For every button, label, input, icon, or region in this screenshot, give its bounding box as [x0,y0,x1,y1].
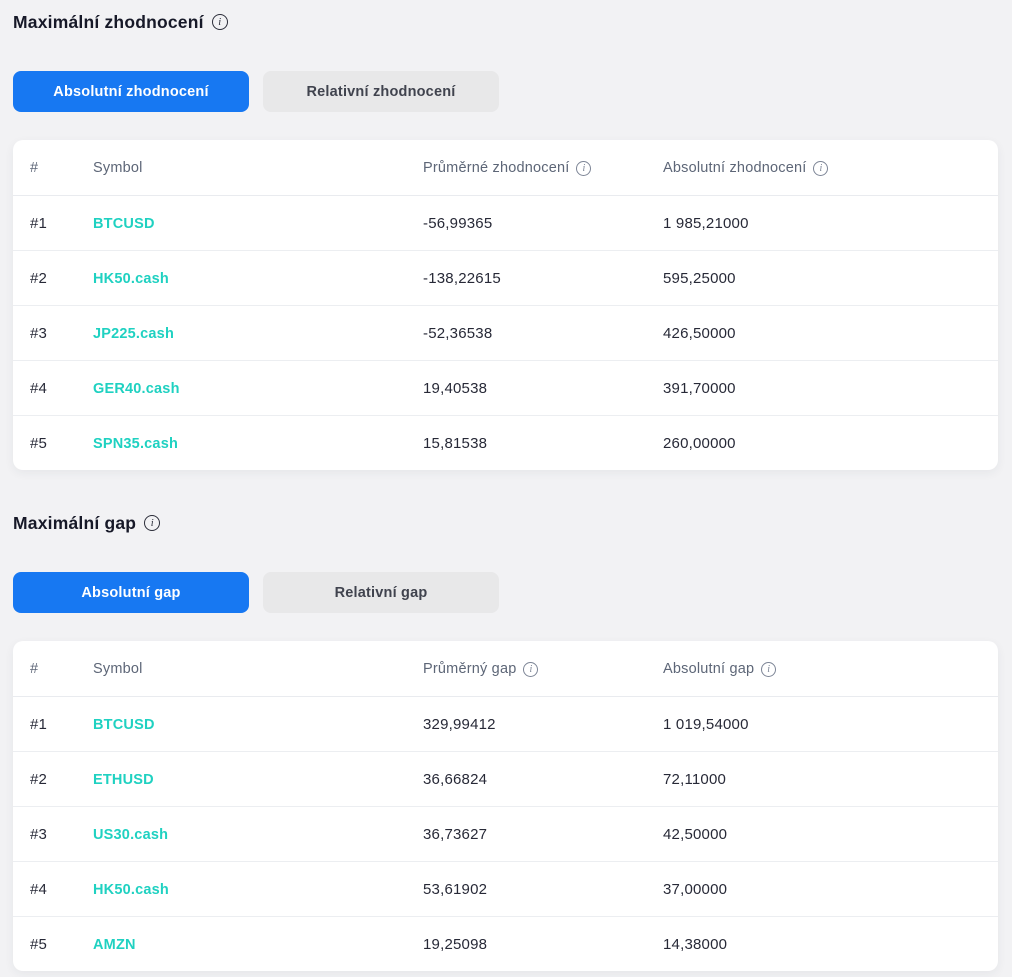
relative-gap-toggle-button[interactable]: Relativní gap [263,572,499,613]
col-header-abs: Absolutní gap i [663,641,998,697]
avg-value-cell: 19,25098 [423,935,488,953]
rank-cell: #5 [30,935,48,953]
symbol-link[interactable]: ETHUSD [93,771,154,788]
table-row: #5 AMZN 19,25098 14,38000 [13,917,998,972]
avg-value-cell: -52,36538 [423,305,663,361]
symbol-link[interactable]: BTCUSD [93,215,155,232]
avg-value-cell: 19,40538 [423,360,663,416]
col-header-symbol: Symbol [93,641,423,697]
col-header-rank: # [13,641,93,697]
symbol-link[interactable]: JP225.cash [93,325,175,342]
table-header-row: # Symbol Průměrný gap i Absolutní gap i [13,641,998,697]
symbol-cell: HK50.cash [93,861,423,917]
rank-cell: #2 [13,751,93,807]
abs-value-cell: 72,11000 [663,751,998,807]
col-header-abs-label: Absolutní gap [663,661,755,677]
col-header-abs: Absolutní zhodnocení i [663,140,998,196]
rank-cell: #5 [30,434,48,452]
info-icon[interactable]: i [761,661,777,677]
gap-table: # Symbol Průměrný gap i Absolutní gap i [13,641,998,971]
symbol-cell: BTCUSD [93,696,423,752]
col-header-rank: # [13,140,93,196]
avg-value-cell: 36,66824 [423,751,663,807]
col-header-abs-label: Absolutní zhodnocení [663,160,807,176]
toggle-row: Absolutní gap Relativní gap [13,572,998,613]
symbol-link[interactable]: BTCUSD [93,716,155,733]
table-row: #1 BTCUSD -56,99365 1 985,21000 [13,195,998,251]
rank-cell: #1 [13,195,93,251]
symbol-link[interactable]: AMZN [93,936,136,953]
avg-value-cell: -56,99365 [423,195,663,251]
abs-value-cell: 37,00000 [663,861,998,917]
avg-value-cell: 36,73627 [423,806,663,862]
symbol-cell: AMZN [93,917,423,972]
section-title-row: Maximální zhodnocení i [13,10,998,34]
info-icon[interactable]: i [144,515,161,531]
abs-value-cell: 42,50000 [663,806,998,862]
symbol-link[interactable]: SPN35.cash [93,435,179,452]
avg-value-cell: 53,61902 [423,861,663,917]
table-row: #4 GER40.cash 19,40538 391,70000 [13,360,998,416]
info-icon[interactable]: i [576,160,592,176]
table-row: #3 US30.cash 36,73627 42,50000 [13,806,998,862]
section-title-row: Maximální gap i [13,511,998,535]
avg-value-cell: 329,99412 [423,696,663,752]
col-header-symbol: Symbol [93,140,423,196]
symbol-link[interactable]: HK50.cash [93,881,169,898]
table-row: #2 ETHUSD 36,66824 72,11000 [13,751,998,807]
symbol-cell: JP225.cash [93,305,423,361]
abs-value-cell: 391,70000 [663,360,998,416]
col-header-avg-label: Průměrný gap [423,661,517,677]
zhodnoceni-table-card: # Symbol Průměrné zhodnocení i Absolutní… [13,140,998,470]
absolute-zhodnoceni-toggle-button[interactable]: Absolutní zhodnocení [13,71,249,112]
table-row: #5 SPN35.cash 15,81538 260,00000 [13,416,998,471]
gap-table-card: # Symbol Průměrný gap i Absolutní gap i [13,641,998,971]
info-icon[interactable]: i [211,14,228,30]
info-icon[interactable]: i [523,661,539,677]
col-header-avg: Průměrné zhodnocení i [423,140,663,196]
toggle-row: Absolutní zhodnocení Relativní zhodnocen… [13,71,998,112]
abs-value-cell: 14,38000 [663,935,728,953]
col-header-avg: Průměrný gap i [423,641,663,697]
avg-value-cell: 15,81538 [423,434,488,452]
section-title: Maximální gap [13,512,137,533]
symbol-cell: BTCUSD [93,195,423,251]
avg-value-cell: -138,22615 [423,250,663,306]
symbol-cell: SPN35.cash [93,416,423,471]
rank-cell: #4 [13,360,93,416]
abs-value-cell: 595,25000 [663,250,998,306]
rank-cell: #3 [13,806,93,862]
section-max-zhodnoceni: Maximální zhodnocení i Absolutní zhodnoc… [13,10,998,470]
table-header-row: # Symbol Průměrné zhodnocení i Absolutní… [13,140,998,196]
symbol-link[interactable]: US30.cash [93,826,169,843]
symbol-link[interactable]: GER40.cash [93,380,180,397]
rank-cell: #4 [13,861,93,917]
rank-cell: #3 [13,305,93,361]
abs-value-cell: 426,50000 [663,305,998,361]
table-row: #4 HK50.cash 53,61902 37,00000 [13,861,998,917]
symbol-cell: GER40.cash [93,360,423,416]
symbol-cell: US30.cash [93,806,423,862]
abs-value-cell: 1 985,21000 [663,195,998,251]
rank-cell: #2 [13,250,93,306]
section-title: Maximální zhodnocení [13,11,204,32]
rank-cell: #1 [13,696,93,752]
absolute-gap-toggle-button[interactable]: Absolutní gap [13,572,249,613]
abs-value-cell: 260,00000 [663,434,736,452]
table-row: #2 HK50.cash -138,22615 595,25000 [13,250,998,306]
info-icon[interactable]: i [813,160,829,176]
abs-value-cell: 1 019,54000 [663,696,998,752]
symbol-link[interactable]: HK50.cash [93,270,169,287]
relative-zhodnoceni-toggle-button[interactable]: Relativní zhodnocení [263,71,499,112]
table-row: #1 BTCUSD 329,99412 1 019,54000 [13,696,998,752]
col-header-avg-label: Průměrné zhodnocení [423,160,570,176]
table-row: #3 JP225.cash -52,36538 426,50000 [13,305,998,361]
zhodnoceni-table: # Symbol Průměrné zhodnocení i Absolutní… [13,140,998,470]
symbol-cell: HK50.cash [93,250,423,306]
section-max-gap: Maximální gap i Absolutní gap Relativní … [13,511,998,971]
symbol-cell: ETHUSD [93,751,423,807]
